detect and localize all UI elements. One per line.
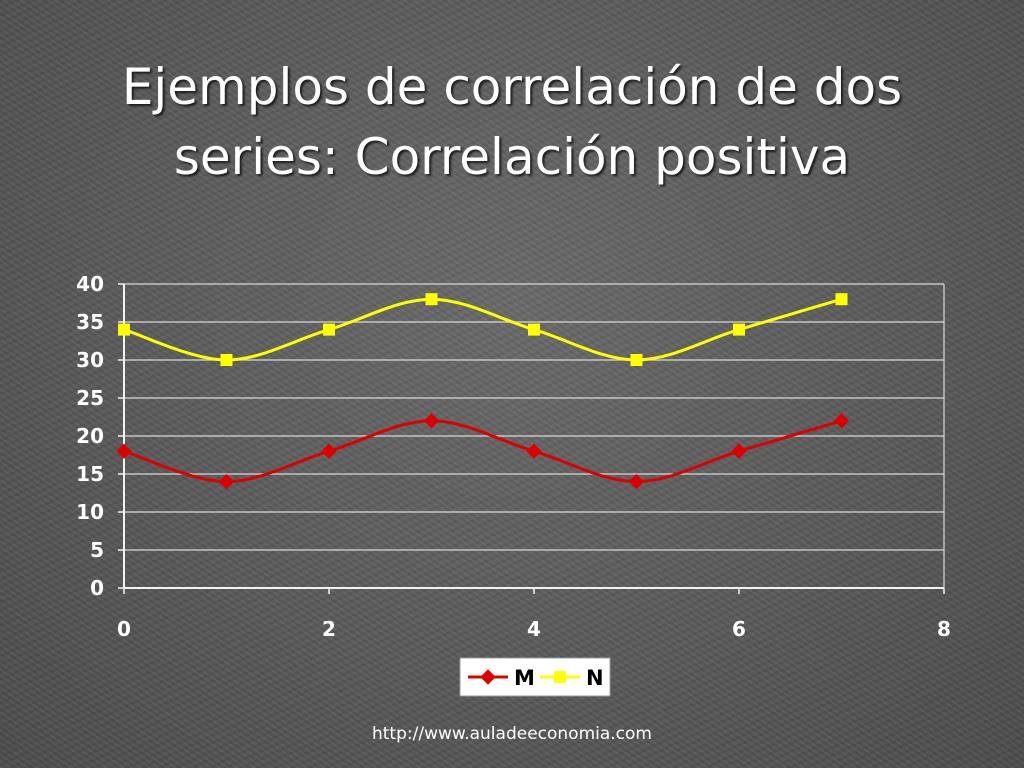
point-N-0 xyxy=(118,323,130,336)
point-M-3 xyxy=(423,413,440,429)
y-tick-label-20: 20 xyxy=(76,424,104,448)
legend-marker-M xyxy=(480,669,496,685)
x-tick-label-4: 4 xyxy=(527,617,541,641)
legend-label-M: M xyxy=(514,666,535,690)
y-tick-label-25: 25 xyxy=(76,386,104,410)
x-tick-label-6: 6 xyxy=(732,617,746,641)
point-M-2 xyxy=(321,443,337,459)
series-lines xyxy=(116,293,850,490)
x-tick-label-2: 2 xyxy=(322,617,336,641)
point-N-1 xyxy=(220,354,233,366)
y-tick-label-10: 10 xyxy=(76,500,104,524)
slide-title: Ejemplos de correlación de dos series: C… xyxy=(40,52,984,192)
point-M-5 xyxy=(628,473,645,490)
y-tick-label-30: 30 xyxy=(76,348,104,372)
point-N-3 xyxy=(425,293,438,306)
legend-marker-N xyxy=(554,671,566,683)
point-M-7 xyxy=(833,413,850,429)
point-N-2 xyxy=(323,323,335,336)
point-M-6 xyxy=(731,443,747,459)
point-M-4 xyxy=(526,443,542,459)
point-N-4 xyxy=(528,323,540,336)
point-N-6 xyxy=(733,323,745,336)
y-tick-label-35: 35 xyxy=(76,310,104,334)
tick-labels: 0 5 10 15 20 25 30 35 40 0 2 4 6 8 xyxy=(76,272,951,641)
series-line-M xyxy=(123,419,842,484)
y-tick-label-5: 5 xyxy=(90,538,104,562)
slide-title-line-1: Ejemplos de correlación de dos xyxy=(121,58,903,116)
point-N-5 xyxy=(630,354,643,366)
y-tick-label-0: 0 xyxy=(90,576,104,600)
series-line-N xyxy=(123,297,842,362)
grid-lines xyxy=(124,283,945,588)
slide-title-line-2: series: Correlación positiva xyxy=(173,128,851,186)
series-N xyxy=(118,293,848,366)
y-tick-label-40: 40 xyxy=(76,272,104,296)
point-M-1 xyxy=(218,473,235,490)
series-M xyxy=(116,413,850,490)
legend-label-N: N xyxy=(586,666,604,690)
x-tick-label-8: 8 xyxy=(937,617,951,641)
point-M-0 xyxy=(116,443,132,459)
footer-url: http://www.auladeeconomia.com xyxy=(371,724,652,744)
point-N-7 xyxy=(835,293,848,306)
x-tick-label-0: 0 xyxy=(117,617,131,641)
y-tick-label-15: 15 xyxy=(76,462,104,486)
